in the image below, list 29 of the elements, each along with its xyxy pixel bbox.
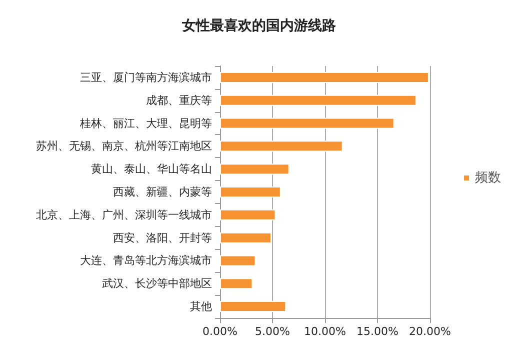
x-tick-label: 0.00% xyxy=(202,325,238,338)
y-tick-label: 苏州、无锡、南京、杭州等江南地区 xyxy=(36,140,212,153)
x-tick-label: 20.00% xyxy=(409,325,451,338)
y-tick-label: 西藏、新疆、内蒙等 xyxy=(113,186,212,198)
y-tick-label: 大连、青岛等北方海滨城市 xyxy=(80,254,212,268)
chart-title: 女性最喜欢的国内游线路 xyxy=(181,18,336,34)
bar xyxy=(220,164,290,175)
x-tick-label: 5.00% xyxy=(255,325,290,338)
y-tick-label: 北京、上海、广州、深圳等一线城市 xyxy=(36,208,212,222)
bar xyxy=(220,140,343,152)
x-tick-label: 15.00% xyxy=(356,325,398,338)
y-tick-label: 西安、洛阳、开封等 xyxy=(113,231,212,244)
bar xyxy=(220,72,429,83)
bar xyxy=(220,186,281,198)
y-tick-label: 三亚、厦门等南方海滨城市 xyxy=(80,70,212,84)
bar xyxy=(220,94,416,106)
bar xyxy=(220,278,253,290)
legend-label: 频数 xyxy=(475,170,501,186)
bar xyxy=(220,118,394,129)
bar xyxy=(220,255,256,266)
y-tick-label: 成都、重庆等 xyxy=(146,94,212,107)
bar xyxy=(220,301,286,312)
bar xyxy=(220,232,272,244)
x-tick-label: 10.00% xyxy=(304,325,346,338)
y-tick-label: 武汉、长沙等中部地区 xyxy=(102,277,212,290)
y-tick-label: 黄山、泰山、华山等名山 xyxy=(91,162,212,176)
bar xyxy=(220,209,276,220)
y-tick-label: 桂林、丽江、大理、昆明等 xyxy=(79,116,212,130)
y-tick-label: 其他 xyxy=(190,300,212,314)
